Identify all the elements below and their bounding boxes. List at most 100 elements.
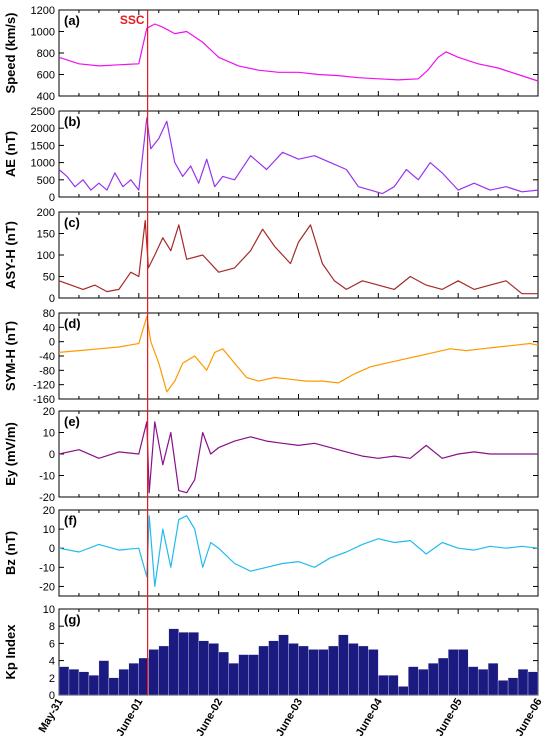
y-tick-label: -80 — [39, 365, 55, 377]
kp-bar — [158, 645, 169, 696]
y-axis-label-b: AE (nT) — [3, 131, 18, 177]
kp-bar — [178, 632, 189, 696]
x-tick-label: June-05 — [434, 697, 465, 739]
kp-bar — [328, 645, 339, 696]
y-tick-label: 0 — [49, 192, 55, 204]
kp-bar — [118, 669, 130, 696]
y-tick-label: 0 — [49, 690, 55, 702]
panel-tag-d: (d) — [64, 316, 81, 331]
x-tick-label: June-04 — [354, 696, 386, 739]
y-tick-label: 100 — [37, 250, 55, 262]
panel-c: 0 50 100 150 200 (c) ASY-H (nT) — [3, 207, 539, 305]
kp-bar — [228, 663, 239, 696]
kp-bar — [527, 671, 539, 696]
panel-b: 0 500 1000 1500 2000 2500 (b) AE (nT) — [3, 106, 539, 204]
y-tick-label: -10 — [39, 562, 55, 574]
y-tick-label: 20 — [43, 406, 55, 418]
y-tick-label: 50 — [43, 272, 55, 284]
y-tick-label: 2 — [49, 673, 55, 685]
panel-f: -20 -10 0 10 20 (f) Bz (nT) — [3, 505, 539, 597]
kp-bar — [458, 649, 469, 696]
kp-bar — [298, 645, 309, 696]
x-tick-label: June-03 — [274, 697, 305, 739]
kp-bar — [487, 663, 499, 696]
y-tick-label: -40 — [39, 351, 55, 363]
kp-bar — [308, 649, 319, 696]
panel-frame-a — [58, 9, 539, 97]
kp-bar — [88, 675, 100, 696]
y-tick-label: 600 — [37, 70, 55, 82]
kp-bar — [288, 643, 299, 696]
kp-bar — [208, 643, 219, 696]
y-tick-label: 80 — [43, 308, 55, 320]
x-tick-label: June-02 — [194, 697, 225, 739]
y-tick-label: -120 — [33, 380, 55, 392]
series-line-d — [58, 316, 539, 393]
kp-bar — [188, 632, 199, 696]
y-tick-label: 500 — [37, 175, 55, 187]
kp-bar — [348, 643, 359, 696]
y-axis-label-d: SYM-H (nT) — [3, 321, 18, 391]
y-tick-label: 1000 — [31, 158, 55, 170]
x-tick-label: May-31 — [37, 697, 66, 735]
kp-bar — [497, 680, 509, 696]
kp-bar — [238, 654, 249, 696]
y-tick-label: 1000 — [31, 27, 55, 39]
y-tick-label: 40 — [43, 322, 55, 334]
y-tick-label: -10 — [39, 471, 55, 483]
panel-tag-c: (c) — [64, 215, 80, 230]
y-tick-label: 20 — [43, 505, 55, 517]
kp-bar — [448, 649, 459, 696]
series-line-c — [58, 220, 538, 295]
kp-bar — [408, 666, 419, 696]
kp-bar — [168, 628, 179, 696]
y-tick-label: 0 — [49, 449, 55, 461]
panel-frame-b — [58, 110, 539, 198]
y-tick-label: -160 — [33, 394, 55, 406]
kp-bar — [108, 677, 120, 696]
kp-bar — [398, 686, 409, 696]
y-tick-label: -20 — [39, 492, 55, 504]
panel-e: -20 -10 0 10 20 (e) Ey (mV/m) — [3, 406, 539, 504]
kp-bar — [268, 640, 279, 696]
y-tick-label: 2000 — [31, 123, 55, 135]
panel-tag-b: (b) — [64, 114, 81, 129]
y-tick-label: 1500 — [31, 140, 55, 152]
kp-bar — [368, 649, 379, 696]
y-tick-label: 4 — [49, 656, 55, 668]
panel-tag-g: (g) — [64, 612, 81, 627]
kp-bar — [358, 645, 369, 696]
kp-bar — [378, 675, 389, 696]
kp-bar — [78, 671, 90, 696]
y-tick-label: 6 — [49, 638, 55, 650]
kp-bar — [258, 645, 269, 696]
kp-bar — [198, 640, 209, 696]
y-tick-label: 10 — [43, 428, 55, 440]
panel-g: 0 2 4 6 8 10 (g) Kp Index — [3, 604, 539, 702]
kp-bar — [438, 657, 449, 696]
panel-d: -160 -120 -80 -40 0 40 80 (d) SYM-H (nT) — [3, 308, 539, 406]
y-tick-label: 200 — [37, 207, 55, 219]
y-axis-label-c: ASY-H (nT) — [3, 221, 18, 289]
panel-a: 400 600 800 1000 1200 (a) Speed (km/s) — [3, 5, 539, 103]
kp-bar — [218, 651, 229, 696]
kp-bar — [98, 660, 110, 696]
y-tick-label: 2500 — [31, 106, 55, 118]
kp-bar — [148, 649, 159, 696]
kp-bar — [418, 669, 429, 696]
y-tick-label: 150 — [37, 229, 55, 241]
kp-bar — [467, 666, 479, 696]
y-tick-label: 10 — [43, 604, 55, 616]
panel-tag-f: (f) — [64, 513, 77, 528]
y-tick-label: 0 — [49, 543, 55, 555]
kp-bar — [428, 663, 439, 696]
kp-bar — [68, 669, 80, 696]
panel-frame-f — [58, 509, 539, 597]
panel-frame-e — [58, 410, 539, 498]
kp-bar — [388, 675, 399, 696]
x-tick-label: June-06 — [513, 697, 544, 739]
series-line-b — [58, 117, 539, 195]
y-tick-label: 0 — [49, 337, 55, 349]
series-line-f — [58, 515, 539, 588]
